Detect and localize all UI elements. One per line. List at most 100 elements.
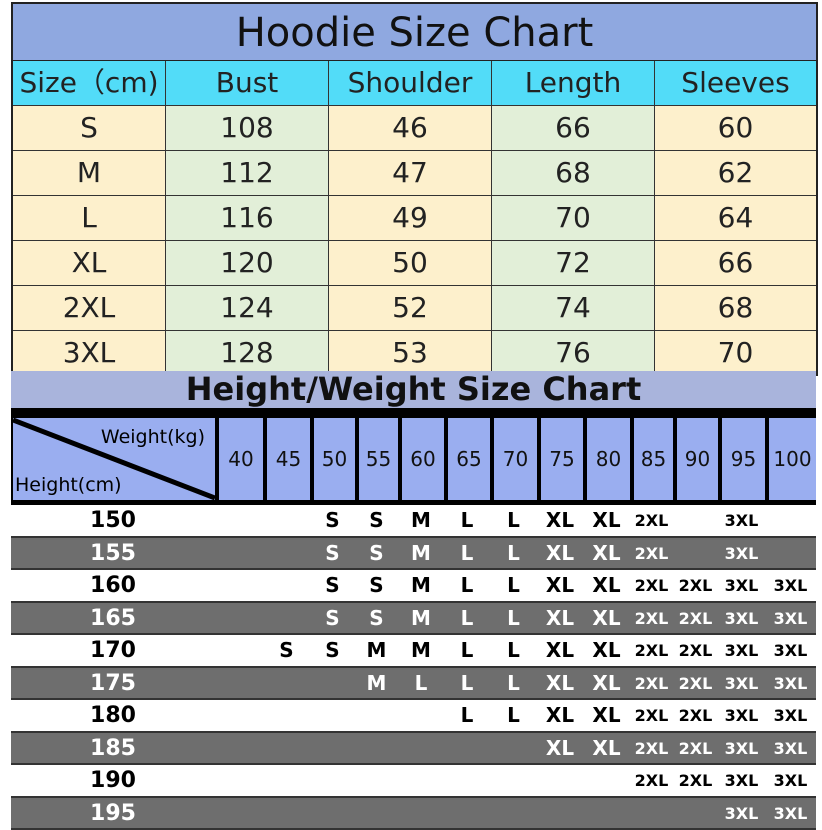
size-cell bbox=[630, 798, 673, 829]
measurement-cell: 66 bbox=[655, 241, 816, 285]
size-cell bbox=[398, 765, 444, 796]
size-cell: 2XL bbox=[673, 733, 718, 764]
weight-column-header: 40 bbox=[219, 418, 263, 500]
height-cell: 180 bbox=[11, 700, 215, 731]
size-cell bbox=[310, 733, 355, 764]
size-cell: XL bbox=[583, 570, 630, 601]
size-cell: 2XL bbox=[13, 286, 166, 330]
size-cell: 3XL bbox=[718, 538, 765, 569]
size-cell: XL bbox=[537, 733, 583, 764]
size-cell: M bbox=[398, 538, 444, 569]
height-cell: 165 bbox=[11, 603, 215, 634]
size-cell: M bbox=[398, 603, 444, 634]
size-cell bbox=[215, 733, 263, 764]
measurement-cell: 68 bbox=[492, 151, 655, 195]
measurement-cell: 68 bbox=[655, 286, 816, 330]
size-cell: 3XL bbox=[765, 798, 816, 829]
weight-column-header: 55 bbox=[359, 418, 398, 500]
diagonal-header-cell: Weight(kg) Height(cm) bbox=[13, 418, 215, 500]
size-cell: L bbox=[444, 603, 490, 634]
size-cell bbox=[310, 668, 355, 699]
size-cell: L bbox=[490, 570, 537, 601]
size-cell: L bbox=[490, 700, 537, 731]
size-cell bbox=[673, 798, 718, 829]
size-cell: L bbox=[444, 635, 490, 666]
size-cell: M bbox=[398, 635, 444, 666]
weight-column-header: 100 bbox=[769, 418, 816, 500]
column-header: Length bbox=[492, 61, 655, 105]
size-cell bbox=[215, 668, 263, 699]
size-cell: L bbox=[398, 668, 444, 699]
size-cell bbox=[398, 733, 444, 764]
size-cell: L bbox=[490, 505, 537, 536]
size-cell bbox=[444, 798, 490, 829]
size-cell: 2XL bbox=[673, 668, 718, 699]
size-cell: L bbox=[13, 196, 166, 240]
size-cell bbox=[355, 798, 398, 829]
measurement-cell: 76 bbox=[492, 331, 655, 375]
size-cell: 2XL bbox=[630, 765, 673, 796]
height-cell: 195 bbox=[11, 798, 215, 829]
size-cell: L bbox=[444, 538, 490, 569]
height-cell: 190 bbox=[11, 765, 215, 796]
weight-column-header: 65 bbox=[448, 418, 490, 500]
size-cell bbox=[215, 798, 263, 829]
size-cell bbox=[310, 798, 355, 829]
hoodie-size-chart-title: Hoodie Size Chart bbox=[13, 4, 816, 61]
measurement-cell: 50 bbox=[329, 241, 492, 285]
height-cell: 175 bbox=[11, 668, 215, 699]
size-cell: 3XL bbox=[718, 798, 765, 829]
size-cell bbox=[310, 765, 355, 796]
size-cell: L bbox=[444, 700, 490, 731]
measurement-cell: 62 bbox=[655, 151, 816, 195]
size-cell: M bbox=[13, 151, 166, 195]
size-cell: XL bbox=[537, 700, 583, 731]
size-cell: S bbox=[310, 505, 355, 536]
weight-column-header: 85 bbox=[634, 418, 673, 500]
measurement-cell: 53 bbox=[329, 331, 492, 375]
size-cell: L bbox=[444, 505, 490, 536]
weight-column-header: 60 bbox=[402, 418, 444, 500]
measurement-cell: 116 bbox=[166, 196, 329, 240]
size-cell: 3XL bbox=[718, 635, 765, 666]
column-header: Size（cm) bbox=[13, 61, 166, 105]
size-cell: 2XL bbox=[673, 765, 718, 796]
size-cell bbox=[444, 733, 490, 764]
weight-column-header: 95 bbox=[722, 418, 765, 500]
size-cell: XL bbox=[537, 505, 583, 536]
size-cell: 3XL bbox=[718, 505, 765, 536]
size-cell: XL bbox=[537, 538, 583, 569]
measurement-cell: 74 bbox=[492, 286, 655, 330]
size-cell: XL bbox=[583, 538, 630, 569]
size-cell bbox=[263, 700, 310, 731]
weight-column-header: 90 bbox=[677, 418, 718, 500]
size-cell: XL bbox=[583, 603, 630, 634]
size-cell bbox=[583, 798, 630, 829]
size-cell: S bbox=[355, 570, 398, 601]
size-cell: XL bbox=[13, 241, 166, 285]
size-cell: L bbox=[490, 538, 537, 569]
size-cell bbox=[490, 798, 537, 829]
size-cell: 3XL bbox=[765, 603, 816, 634]
size-cell: XL bbox=[537, 570, 583, 601]
size-cell: L bbox=[490, 668, 537, 699]
size-cell: 3XL bbox=[13, 331, 166, 375]
size-cell bbox=[215, 538, 263, 569]
measurement-cell: 70 bbox=[655, 331, 816, 375]
weight-column-header: 80 bbox=[587, 418, 630, 500]
weight-column-header: 75 bbox=[541, 418, 583, 500]
size-cell: L bbox=[444, 570, 490, 601]
size-cell: S bbox=[355, 538, 398, 569]
weight-column-header: 45 bbox=[267, 418, 310, 500]
